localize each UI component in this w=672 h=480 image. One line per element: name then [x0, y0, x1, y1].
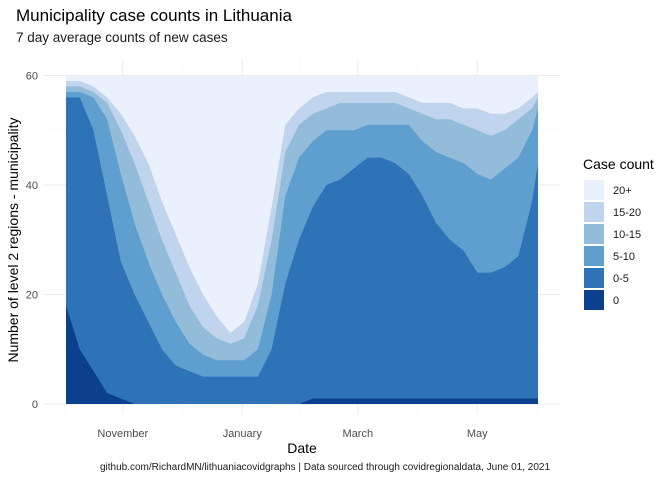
chart-subtitle: 7 day average counts of new cases	[16, 30, 228, 45]
x-tick-label: March	[343, 428, 374, 440]
legend-label: 0-5	[613, 273, 629, 285]
x-tick-label: January	[223, 428, 263, 440]
legend-swatch	[584, 202, 604, 222]
chart-title: Municipality case counts in Lithuania	[16, 6, 292, 25]
plot-areas	[66, 75, 538, 405]
y-axis: 0 20 40 60	[26, 70, 38, 411]
legend-label: 0	[613, 295, 619, 307]
y-tick-label: 40	[26, 180, 38, 192]
legend-swatch	[584, 290, 604, 310]
legend-swatch	[584, 224, 604, 244]
x-tick-label: May	[467, 428, 488, 440]
legend: Case count 20+ 15-20 10-15 5-10 0-5 0	[583, 156, 654, 310]
legend-swatch	[584, 180, 604, 200]
x-axis: November January March May	[97, 428, 488, 440]
legend-swatch	[584, 268, 604, 288]
x-tick-label: November	[97, 428, 148, 440]
legend-label: 15-20	[613, 207, 641, 219]
y-tick-label: 0	[32, 399, 38, 411]
series-area-0-5	[66, 97, 538, 405]
y-tick-label: 60	[26, 70, 38, 82]
legend-label: 20+	[613, 185, 632, 197]
legend-label: 10-15	[613, 229, 641, 241]
legend-title: Case count	[583, 156, 654, 172]
y-axis-title: Number of level 2 regions - municipality	[5, 117, 21, 362]
chart-caption: github.com/RichardMN/lithuaniacovidgraph…	[100, 462, 551, 473]
x-axis-title: Date	[287, 440, 317, 456]
y-tick-label: 20	[26, 289, 38, 301]
legend-swatch	[584, 246, 604, 266]
legend-label: 5-10	[613, 251, 635, 263]
